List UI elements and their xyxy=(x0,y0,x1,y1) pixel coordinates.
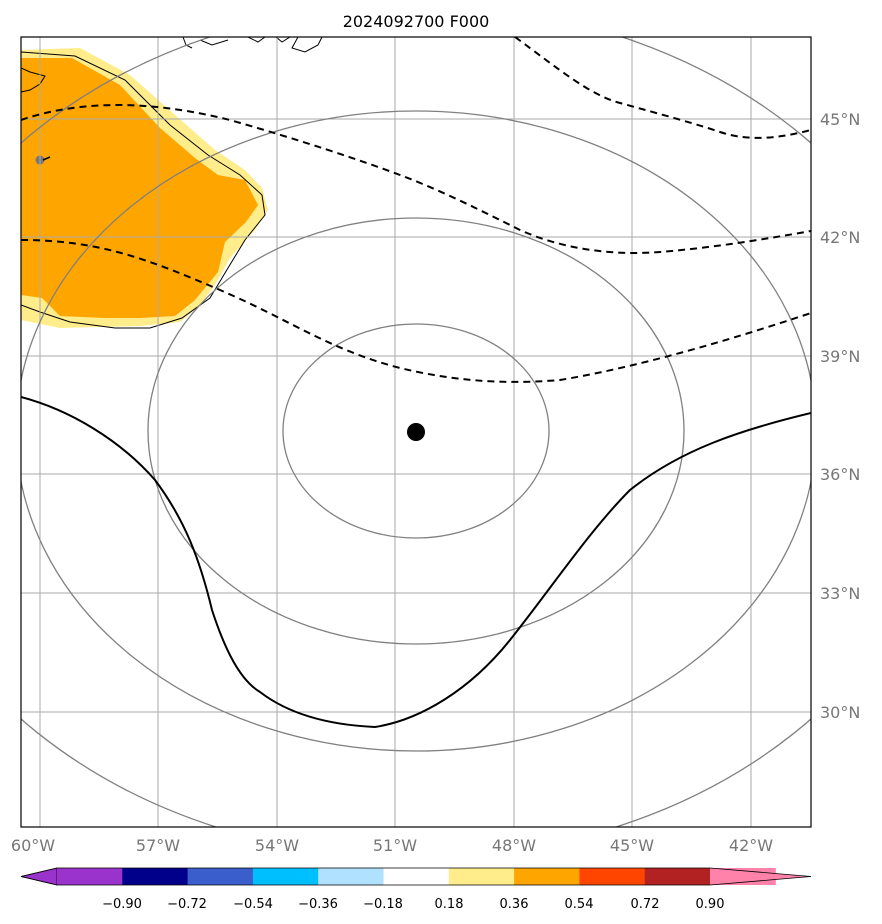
lon-tick-label: 45°W xyxy=(610,836,654,855)
lat-tick-label: 30°N xyxy=(820,703,860,722)
colorbar-tick-label: 0.36 xyxy=(500,897,529,912)
lon-tick-label: 60°W xyxy=(11,836,55,855)
colorbar-segment xyxy=(318,868,384,885)
lon-tick-label: 48°W xyxy=(492,836,536,855)
map-area xyxy=(21,37,811,827)
lat-tick-label: 36°N xyxy=(820,465,860,484)
colorbar-extend-max xyxy=(710,868,811,885)
colorbar-outline xyxy=(20,867,812,886)
colorbar-tick-label: −0.54 xyxy=(233,897,273,912)
lat-tick-label: 39°N xyxy=(820,347,860,366)
lat-tick-label: 33°N xyxy=(820,584,860,603)
map-title: 2024092700 F000 xyxy=(343,12,490,31)
colorbar xyxy=(20,867,812,886)
solid-contour xyxy=(21,396,811,729)
lon-tick-labels: 60°W 57°W 54°W 51°W 48°W 45°W 42°W xyxy=(11,836,773,855)
island-coast xyxy=(21,67,46,93)
colorbar-extend-min xyxy=(20,867,58,886)
lat-tick-labels: 45°N 42°N 39°N 36°N 33°N 30°N xyxy=(820,110,860,722)
marker-tail xyxy=(42,156,51,161)
dashed-contours xyxy=(21,37,811,383)
colorbar-tick-label: −0.90 xyxy=(102,897,142,912)
lat-tick-label: 45°N xyxy=(820,110,860,129)
range-ring-3 xyxy=(21,110,811,752)
map-frame xyxy=(20,36,812,828)
colorbar-segment xyxy=(187,868,254,885)
colorbar-segment xyxy=(514,868,580,885)
lat-gridlines xyxy=(21,118,811,713)
anomaly-orange-fill xyxy=(21,58,258,318)
colorbar-tick-label: −0.36 xyxy=(298,897,338,912)
range-rings xyxy=(21,37,811,827)
lat-tick-label: 42°N xyxy=(820,228,860,247)
coastline xyxy=(21,51,266,329)
colorbar-segment xyxy=(122,868,189,885)
colorbar-segment xyxy=(252,868,319,885)
colorbar-segment xyxy=(579,868,646,885)
range-ring-2 xyxy=(147,217,685,645)
colorbar-tick-label: 0.90 xyxy=(696,897,725,912)
dashed-contour-north xyxy=(514,37,811,139)
lon-gridlines xyxy=(39,37,752,827)
colorbar-tick-label: 0.72 xyxy=(631,897,660,912)
colorbar-segment xyxy=(448,868,515,885)
colorbar-tick-label: −0.18 xyxy=(363,897,403,912)
lon-tick-label: 51°W xyxy=(373,836,417,855)
lon-tick-label: 57°W xyxy=(136,836,180,855)
colorbar-tick-label: 0.54 xyxy=(565,897,594,912)
colorbar-tick-label: 0.18 xyxy=(435,897,464,912)
lon-tick-label: 54°W xyxy=(255,836,299,855)
lon-tick-label: 42°W xyxy=(729,836,773,855)
storm-center-icon xyxy=(407,423,425,441)
range-ring-1 xyxy=(282,323,550,539)
colorbar-segment xyxy=(644,868,711,885)
colorbar-tick-label: −0.72 xyxy=(167,897,207,912)
colorbar-tick-labels: −0.90 −0.72 −0.54 −0.36 −0.18 0.18 0.36 … xyxy=(102,897,724,912)
colorbar-segment xyxy=(383,868,450,885)
colorbar-segment xyxy=(57,868,123,885)
dashed-contour-middle xyxy=(21,104,811,255)
